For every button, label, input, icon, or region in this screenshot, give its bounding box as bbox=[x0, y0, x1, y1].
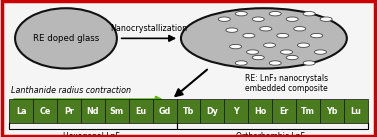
Text: Yb: Yb bbox=[326, 107, 337, 116]
Bar bbox=[248, 99, 272, 123]
Bar bbox=[57, 99, 81, 123]
Text: Nd: Nd bbox=[87, 107, 99, 116]
Bar bbox=[272, 99, 296, 123]
Circle shape bbox=[252, 17, 264, 21]
Circle shape bbox=[286, 55, 298, 60]
Bar bbox=[296, 99, 320, 123]
Text: Ho: Ho bbox=[254, 107, 266, 116]
Text: RE doped glass: RE doped glass bbox=[33, 34, 99, 43]
Circle shape bbox=[286, 17, 298, 21]
Circle shape bbox=[230, 44, 242, 49]
Circle shape bbox=[264, 43, 276, 47]
Text: Tm: Tm bbox=[301, 107, 315, 116]
Text: Lu: Lu bbox=[350, 107, 361, 116]
Text: Orthorhombic LnF₃: Orthorhombic LnF₃ bbox=[236, 132, 308, 137]
Text: Dy: Dy bbox=[207, 107, 218, 116]
Circle shape bbox=[269, 12, 281, 16]
Ellipse shape bbox=[15, 8, 117, 68]
Bar bbox=[201, 99, 224, 123]
Text: Sm: Sm bbox=[110, 107, 124, 116]
Circle shape bbox=[260, 27, 272, 31]
Bar bbox=[129, 99, 153, 123]
Bar bbox=[320, 99, 344, 123]
Bar bbox=[344, 99, 368, 123]
Text: Hexagonal LnF₃: Hexagonal LnF₃ bbox=[63, 132, 123, 137]
Circle shape bbox=[235, 12, 247, 16]
Circle shape bbox=[218, 17, 230, 21]
Bar bbox=[224, 99, 248, 123]
Circle shape bbox=[226, 28, 238, 32]
Circle shape bbox=[277, 33, 289, 38]
Circle shape bbox=[247, 50, 259, 54]
Circle shape bbox=[320, 17, 332, 21]
Circle shape bbox=[303, 61, 315, 65]
Circle shape bbox=[252, 55, 264, 60]
Bar bbox=[81, 99, 105, 123]
Text: Er: Er bbox=[279, 107, 289, 116]
Circle shape bbox=[311, 33, 323, 38]
Circle shape bbox=[243, 33, 255, 38]
Text: Tb: Tb bbox=[183, 107, 194, 116]
Circle shape bbox=[297, 43, 310, 47]
Text: Gd: Gd bbox=[158, 107, 171, 116]
Bar bbox=[9, 99, 33, 123]
Text: Pr: Pr bbox=[64, 107, 74, 116]
Bar bbox=[33, 99, 57, 123]
Text: Ce: Ce bbox=[40, 107, 51, 116]
Text: Nanocrystallization: Nanocrystallization bbox=[110, 24, 187, 33]
Ellipse shape bbox=[181, 8, 347, 68]
Bar bbox=[153, 99, 176, 123]
Circle shape bbox=[314, 50, 326, 54]
Circle shape bbox=[235, 61, 247, 65]
Text: Lanthanide radius contraction: Lanthanide radius contraction bbox=[11, 85, 132, 95]
Text: La: La bbox=[16, 107, 27, 116]
Text: Eu: Eu bbox=[135, 107, 146, 116]
Circle shape bbox=[269, 61, 281, 65]
Text: Y: Y bbox=[233, 107, 239, 116]
Circle shape bbox=[280, 50, 293, 54]
Bar bbox=[105, 99, 129, 123]
Circle shape bbox=[303, 12, 315, 16]
Bar bbox=[176, 99, 201, 123]
Circle shape bbox=[294, 27, 306, 31]
Text: RE: LnF₃ nanocrystals
embedded composite: RE: LnF₃ nanocrystals embedded composite bbox=[245, 74, 328, 93]
